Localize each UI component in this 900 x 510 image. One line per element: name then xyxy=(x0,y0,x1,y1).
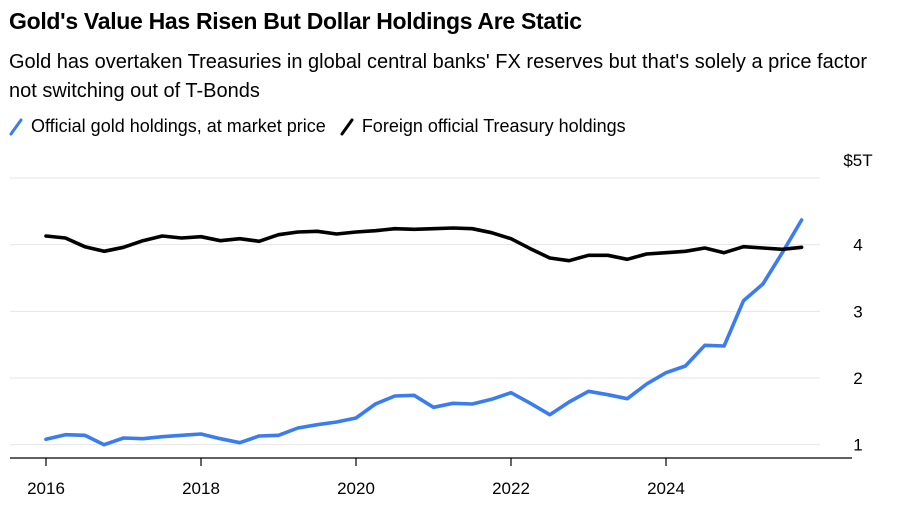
y-tick-label: 2 xyxy=(853,369,862,388)
y-tick-label: $5T xyxy=(843,151,872,170)
slash-line-icon xyxy=(340,118,354,135)
x-tick-label: 2016 xyxy=(27,479,65,498)
legend-label-gold: Official gold holdings, at market price xyxy=(31,116,326,136)
legend: Official gold holdings, at market price … xyxy=(9,116,640,137)
x-tick-label: 2024 xyxy=(647,479,685,498)
chart-subtitle: Gold has overtaken Treasuries in global … xyxy=(9,51,868,102)
legend-label-treasury: Foreign official Treasury holdings xyxy=(361,116,626,136)
y-tick-label: 3 xyxy=(853,302,862,321)
series-line-treasury xyxy=(44,226,804,263)
series-line-gold xyxy=(44,218,804,447)
legend-item-gold: Official gold holdings, at market price xyxy=(9,116,326,137)
x-tick-label: 2020 xyxy=(337,479,375,498)
y-tick-label: 4 xyxy=(853,236,862,255)
y-tick-label: 1 xyxy=(853,436,862,455)
slash-line-icon xyxy=(9,118,23,135)
chart-title: Gold's Value Has Risen But Dollar Holdin… xyxy=(9,8,582,34)
x-tick-label: 2018 xyxy=(182,479,220,498)
legend-item-treasury: Foreign official Treasury holdings xyxy=(340,116,626,137)
x-tick-label: 2022 xyxy=(492,479,530,498)
